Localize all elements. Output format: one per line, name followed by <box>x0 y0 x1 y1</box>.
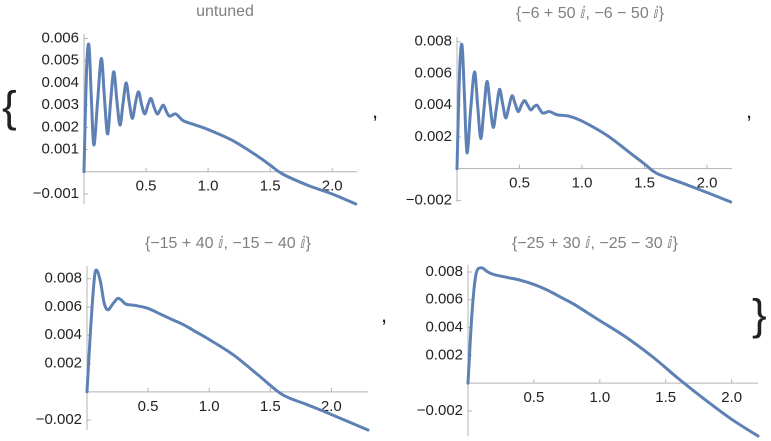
y-tick-label: 0.002 <box>41 118 79 135</box>
x-tick-label: 0.5 <box>136 178 157 195</box>
y-tick-label: 0.001 <box>41 141 79 158</box>
chart-title: {−15 + 40 ⅈ, −15 − 40 ⅈ} <box>145 235 312 252</box>
y-tick-label: 0.003 <box>41 96 79 113</box>
y-tick-label: 0.004 <box>44 326 82 343</box>
y-tick-label: −0.001 <box>33 185 79 202</box>
y-tick-label: 0.006 <box>41 29 79 46</box>
x-tick-label: 0.5 <box>509 175 530 192</box>
x-tick-label: 1.0 <box>198 178 219 195</box>
y-tick-label: 0.002 <box>425 346 463 363</box>
y-tick-label: 0.002 <box>44 355 82 372</box>
x-tick-label: 1.5 <box>655 389 676 406</box>
curve <box>85 268 370 432</box>
y-tick-label: −0.002 <box>406 191 452 208</box>
x-tick-label: 0.5 <box>523 389 544 406</box>
x-tick-label: 2.0 <box>697 175 718 192</box>
y-tick-label: −0.002 <box>36 411 82 428</box>
y-tick-label: 0.006 <box>44 298 82 315</box>
y-tick-label: 0.004 <box>414 96 452 113</box>
x-tick-label: 0.5 <box>138 398 159 415</box>
x-tick-label: 1.0 <box>199 398 220 415</box>
chart-title: {−25 + 30 ⅈ, −25 − 30 ⅈ} <box>512 235 679 252</box>
curve <box>82 42 358 206</box>
x-tick-label: 1.0 <box>572 175 593 192</box>
y-tick-label: 0.008 <box>425 263 463 280</box>
y-tick-label: 0.002 <box>414 128 452 145</box>
y-tick-label: 0.004 <box>425 319 463 336</box>
y-tick-label: 0.008 <box>44 270 82 287</box>
separator: , <box>746 98 752 123</box>
x-tick-label: 1.5 <box>634 175 655 192</box>
chart-title: {−6 + 50 ⅈ, −6 − 50 ⅈ} <box>516 5 665 22</box>
curve <box>455 42 733 204</box>
y-tick-label: 0.004 <box>41 74 79 91</box>
close-brace: } <box>752 291 767 340</box>
chart-title: untuned <box>196 3 254 20</box>
y-tick-label: 0.008 <box>414 33 452 50</box>
x-tick-label: 2.0 <box>721 389 742 406</box>
separator: , <box>381 302 387 327</box>
y-tick-label: 0.006 <box>414 64 452 81</box>
y-tick-label: 0.005 <box>41 52 79 69</box>
separator: , <box>372 98 378 123</box>
x-tick-label: 1.5 <box>260 178 281 195</box>
x-tick-label: 1.5 <box>260 398 281 415</box>
open-brace: { <box>2 83 17 132</box>
curve <box>466 266 760 438</box>
x-tick-label: 1.0 <box>589 389 610 406</box>
x-tick-label: 2.0 <box>321 398 342 415</box>
y-tick-label: −0.002 <box>417 402 463 419</box>
y-tick-label: 0.006 <box>425 291 463 308</box>
